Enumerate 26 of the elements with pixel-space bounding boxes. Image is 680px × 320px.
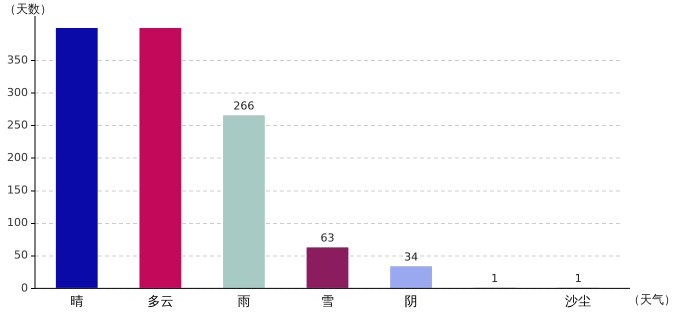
data-label: 266 xyxy=(233,100,254,113)
bar xyxy=(56,28,98,288)
y-tick-label: 50 xyxy=(14,248,28,262)
data-label: 63 xyxy=(320,232,334,245)
x-tick-label: 多云 xyxy=(147,294,174,310)
bar xyxy=(139,28,182,288)
data-label: 34 xyxy=(404,250,418,264)
y-tick-label: 350 xyxy=(6,53,28,66)
y-tick-label: 300 xyxy=(6,86,28,99)
y-axis-title: （天数） xyxy=(4,2,52,16)
x-tick-label: 晴 xyxy=(70,294,84,310)
bar xyxy=(390,266,432,288)
x-tick-label: 阴 xyxy=(404,294,418,310)
x-tick-label: 雪 xyxy=(321,294,334,310)
y-tick-label: 150 xyxy=(6,184,28,197)
y-tick-label: 0 xyxy=(20,281,28,294)
data-label: 1 xyxy=(491,272,498,286)
y-tick-label: 250 xyxy=(6,118,28,132)
x-tick-label: 雨 xyxy=(237,294,250,310)
bar xyxy=(223,115,265,288)
x-tick-label: 沙尘 xyxy=(565,294,592,310)
x-axis-title: （天气） xyxy=(628,292,676,307)
bar xyxy=(306,247,348,288)
y-tick-label: 100 xyxy=(6,216,28,230)
y-tick-label: 200 xyxy=(6,151,28,164)
data-label: 1 xyxy=(574,272,582,286)
